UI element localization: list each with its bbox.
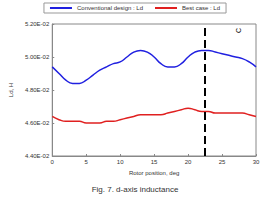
svg-text:10: 10 bbox=[117, 159, 124, 165]
svg-text:0: 0 bbox=[51, 159, 55, 165]
svg-text:Best case : Ld: Best case : Ld bbox=[182, 5, 220, 11]
svg-text:25: 25 bbox=[219, 159, 226, 165]
svg-text:4.40E-02: 4.40E-02 bbox=[25, 153, 50, 159]
svg-text:30: 30 bbox=[253, 159, 260, 165]
svg-text:Ld, H: Ld, H bbox=[8, 83, 14, 97]
svg-text:5.00E-02: 5.00E-02 bbox=[25, 54, 50, 60]
svg-text:Conventional design : Ld: Conventional design : Ld bbox=[77, 5, 143, 11]
svg-text:5.20E-02: 5.20E-02 bbox=[25, 21, 50, 27]
svg-text:5: 5 bbox=[85, 159, 89, 165]
svg-text:C: C bbox=[235, 28, 242, 33]
svg-text:4.60E-02: 4.60E-02 bbox=[25, 120, 50, 126]
svg-text:Fig. 7. d-axis inductance: Fig. 7. d-axis inductance bbox=[92, 185, 179, 194]
svg-text:4.80E-02: 4.80E-02 bbox=[25, 87, 50, 93]
svg-text:15: 15 bbox=[151, 159, 158, 165]
svg-text:20: 20 bbox=[185, 159, 192, 165]
svg-text:Rotor position, deg: Rotor position, deg bbox=[129, 170, 179, 176]
